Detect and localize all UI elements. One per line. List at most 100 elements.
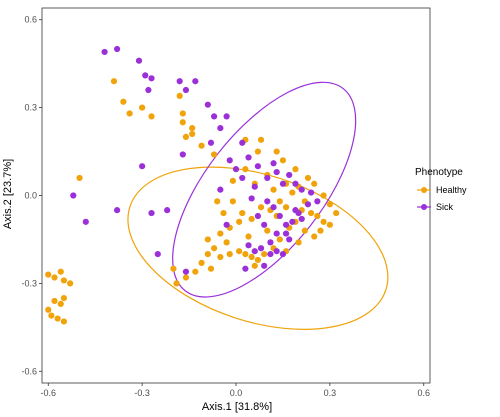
data-point-sick [298,186,305,193]
data-point-healthy [51,274,58,281]
data-point-healthy [229,198,236,205]
legend-key-dot-healthy [421,187,427,193]
legend-key-dot-sick [421,204,427,210]
data-point-sick [304,201,312,208]
data-point-sick [148,209,155,217]
data-point-healthy [220,209,227,217]
data-point-healthy [214,198,221,205]
x-axis: -0.6 -0.3 0.0 0.3 0.6 [41,383,430,398]
data-point-healthy [51,297,58,305]
y-axis-title: Axis.2 [23.7%] [2,159,14,229]
data-point-healthy [254,148,262,155]
data-point-sick [239,174,246,182]
data-point-sick [251,183,258,190]
data-point-healthy [311,180,318,187]
data-point-sick [192,78,199,85]
data-point-healthy [45,271,52,278]
data-point-healthy [176,92,183,99]
data-point-sick [286,171,293,179]
data-point-sick [154,250,161,258]
data-point-sick [292,207,299,214]
y-tick-label: -0.3 [21,278,37,288]
data-point-healthy [311,233,318,240]
data-point-healthy [257,204,265,211]
confidence-ellipse-sick [172,81,357,298]
data-point-healthy [57,268,64,275]
data-point-sick [223,221,230,228]
data-point-healthy [67,280,74,287]
data-point-sick [267,239,274,246]
legend-label-healthy: Healthy [436,185,467,195]
data-point-sick [179,151,186,158]
data-point-sick [264,198,271,205]
data-point-sick [273,168,280,176]
data-point-sick [276,212,283,220]
x-tick-label: -0.3 [134,388,150,398]
data-point-sick [70,192,77,199]
data-point-healthy [210,151,218,158]
data-point-sick [273,248,280,255]
data-point-healthy [210,245,218,252]
data-point-healthy [317,227,324,234]
data-point-healthy [248,215,255,223]
data-point-healthy [60,318,68,325]
data-point-healthy [170,265,177,272]
data-point-sick [292,180,299,187]
data-point-sick [289,218,296,225]
data-point-healthy [245,233,252,240]
data-point-healthy [257,136,265,143]
ellipse-layer [127,81,389,330]
data-point-sick [267,250,274,258]
data-point-sick [245,154,252,161]
data-point-sick [210,113,218,120]
data-point-healthy [304,174,312,182]
data-point-healthy [270,186,277,193]
data-point-sick [239,139,246,146]
data-point-healthy [120,98,127,105]
data-point-sick [232,166,240,173]
y-tick-label: 0.3 [24,103,37,113]
data-point-sick [254,163,262,170]
data-point-healthy [289,189,296,196]
data-point-sick [139,163,146,170]
data-point-healthy [179,119,186,126]
data-point-healthy [179,110,186,117]
data-point-sick [182,268,190,275]
legend-title: Phenotype [415,167,463,178]
data-point-sick [223,113,230,120]
data-point-healthy [204,250,211,258]
data-point-healthy [301,227,308,234]
data-point-healthy [239,209,246,217]
data-point-sick [207,139,215,146]
data-point-healthy [326,201,333,208]
points-layer [45,45,340,325]
data-point-sick [254,212,262,220]
data-point-sick [182,86,190,94]
data-point-healthy [189,130,196,138]
data-point-sick [257,245,265,252]
data-point-healthy [76,174,83,182]
data-point-sick [248,195,255,202]
data-point-healthy [207,265,215,272]
data-point-healthy [48,312,55,319]
data-point-healthy [251,262,258,269]
data-point-healthy [242,166,249,173]
data-point-healthy [192,268,199,275]
data-point-sick [142,72,149,79]
data-point-sick [242,265,249,272]
data-point-healthy [57,300,64,307]
data-point-sick [286,236,293,243]
data-point-healthy [279,157,287,164]
data-point-healthy [273,148,280,155]
data-point-sick [314,198,321,205]
data-point-healthy [182,133,190,141]
data-point-sick [148,75,155,82]
x-tick-label: 0.3 [324,388,337,398]
data-point-healthy [217,230,224,237]
data-point-sick [270,204,277,211]
data-point-healthy [236,248,243,255]
data-point-healthy [236,218,243,225]
data-point-healthy [282,204,290,211]
legend-item-sick: Sick [417,202,454,212]
